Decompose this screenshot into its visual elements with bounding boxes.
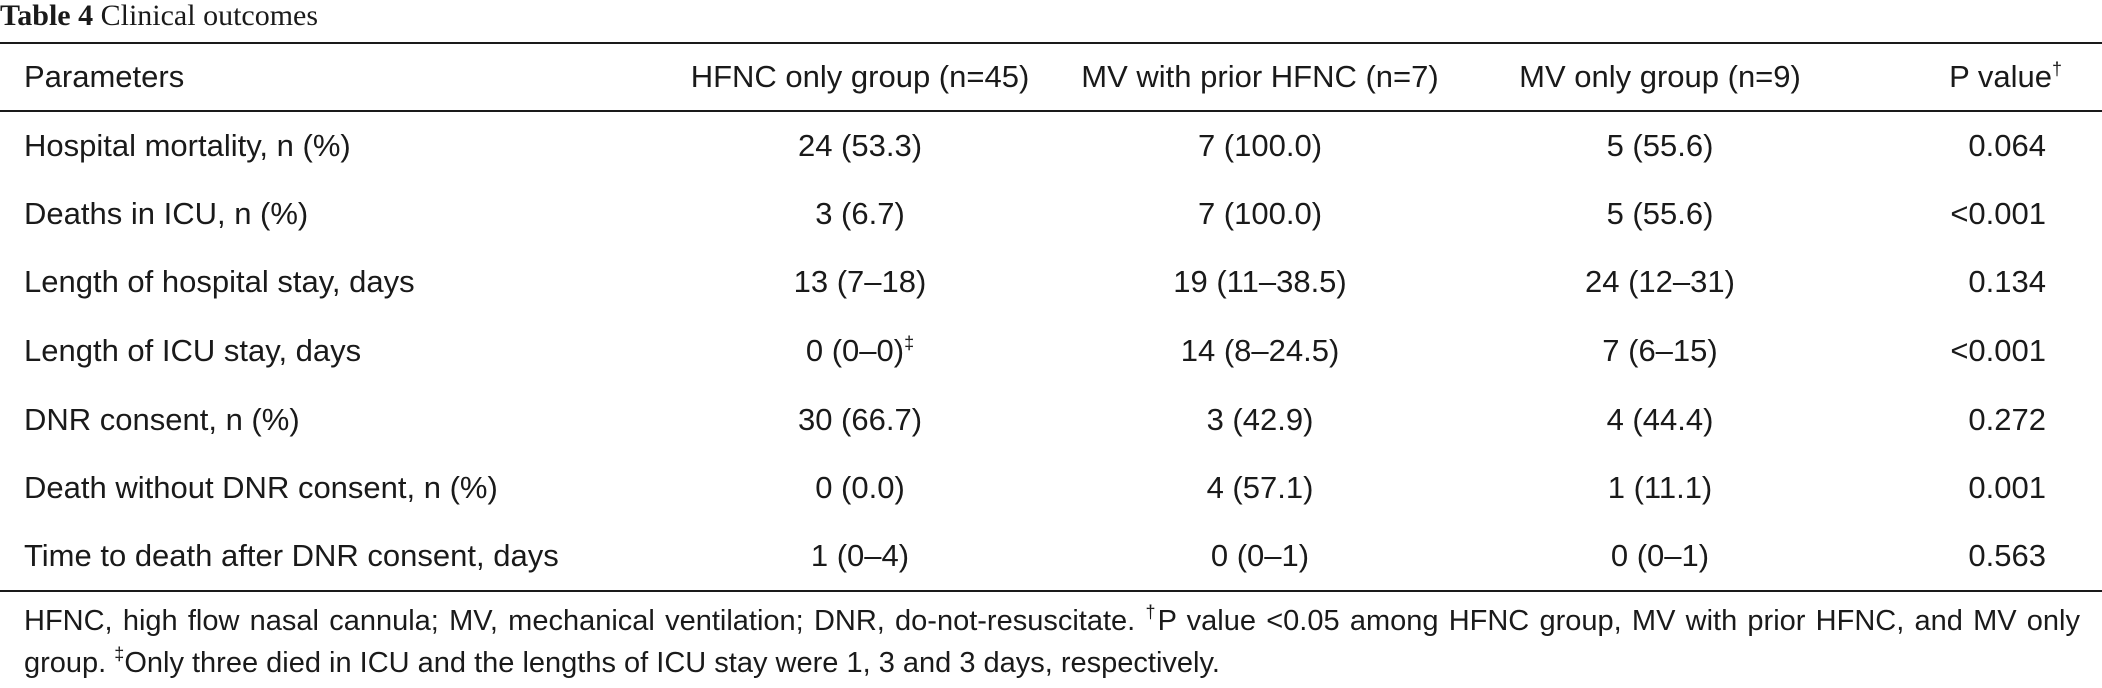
header-parameters: Parameters [0,42,660,112]
cell-hfnc-value: 13 (7–18) [793,264,927,300]
cell-mv-prior-hfnc: 19 (11–38.5) [1173,264,1347,300]
header-hfnc-only: HFNC only group (n=45) [660,42,1060,112]
table-row: Hospital mortality, n (%) 24 (53.3) 7 (1… [0,111,2102,180]
cell-p-value: 0.134 [1968,264,2046,300]
cell-hfnc-value: 0 (0.0) [815,470,905,506]
cell-parameter: Length of hospital stay, days [24,264,415,300]
header-p-value-mark: † [2051,59,2062,79]
cell-mv-only: 24 (12–31) [1585,264,1735,300]
table-caption-title: Clinical outcomes [100,0,319,32]
cell-parameter: Length of ICU stay, days [24,333,362,369]
cell-parameter: DNR consent, n (%) [24,401,300,437]
clinical-outcomes-table: Parameters HFNC only group (n=45) MV wit… [0,42,2102,593]
table-row: Death without DNR consent, n (%) 0 (0.0)… [0,454,2102,523]
footnote-abbreviations: HFNC, high flow nasal cannula; MV, mecha… [24,605,1136,637]
table-footnote: HFNC, high flow nasal cannula; MV, mecha… [24,600,2080,684]
cell-p-value: 0.272 [1968,401,2046,437]
table-caption: Table 4 Clinical outcomes [0,0,318,40]
cell-parameter: Time to death after DNR consent, days [0,522,660,593]
cell-parameter: Death without DNR consent, n (%) [24,470,498,506]
cell-p-value: 0.064 [1968,127,2046,163]
footnote-double-dagger-text: Only three died in ICU and the lengths o… [124,647,1220,679]
footnote-dagger-text: P value <0.05 among HFNC group, MV with … [24,605,2081,679]
table-row: DNR consent, n (%) 30 (66.7) 3 (42.9) 4 … [0,385,2102,454]
cell-hfnc-value: 3 (6.7) [815,195,905,231]
cell-hfnc-only: 13 (7–18) [660,248,1060,317]
header-mv-prior-hfnc: MV with prior HFNC (n=7) [1060,42,1460,112]
cell-hfnc-value: 24 (53.3) [797,127,923,163]
cell-parameter: Deaths in ICU, n (%) [24,195,309,231]
cell-hfnc-only: 30 (66.7) [660,385,1060,454]
table-row: Length of ICU stay, days 0 (0–0)‡ 14 (8–… [0,317,2102,386]
cell-hfnc-only: 1 (0–4) [660,522,1060,593]
cell-mv-prior-hfnc: 7 (100.0) [1197,127,1323,163]
cell-p-value: 0.563 [1860,522,2102,593]
cell-mv-prior-hfnc: 0 (0–1) [1060,522,1460,593]
cell-hfnc-footnote-mark: ‡ [904,333,915,354]
header-p-value: P value† [1860,42,2102,112]
cell-mv-only: 0 (0–1) [1460,522,1860,593]
cell-p-value: <0.001 [1950,333,2046,369]
table-row: Length of hospital stay, days 13 (7–18) … [0,248,2102,317]
footnote-dagger-mark: † [1145,602,1158,622]
cell-mv-only: 5 (55.6) [1606,195,1714,231]
cell-hfnc-value: 30 (66.7) [797,401,923,437]
table-caption-label: Table 4 [0,0,94,32]
table-row: Deaths in ICU, n (%) 3 (6.7) 7 (100.0) 5… [0,180,2102,249]
cell-mv-only: 4 (44.4) [1606,401,1714,437]
cell-mv-only: 5 (55.6) [1606,127,1714,163]
cell-hfnc-only: 3 (6.7) [660,180,1060,249]
cell-mv-only: 1 (11.1) [1607,470,1713,506]
header-mv-only: MV only group (n=9) [1460,42,1860,112]
table-header-row: Parameters HFNC only group (n=45) MV wit… [0,42,2102,112]
cell-mv-only: 7 (6–15) [1602,333,1718,369]
cell-hfnc-only: 0 (0–0)‡ [660,317,1060,386]
footnote-double-dagger-mark: ‡ [114,644,125,664]
table-row: Time to death after DNR consent, days 1 … [0,522,2102,593]
cell-parameter: Hospital mortality, n (%) [24,127,351,163]
header-p-value-label: P value [1949,59,2052,94]
cell-p-value: 0.001 [1968,470,2046,506]
cell-mv-prior-hfnc: 4 (57.1) [1206,470,1314,506]
cell-hfnc-value: 0 (0–0) [805,333,905,369]
cell-p-value: <0.001 [1950,195,2046,231]
cell-hfnc-value: 1 (0–4) [810,538,910,574]
cell-mv-prior-hfnc: 7 (100.0) [1197,195,1323,231]
cell-mv-prior-hfnc: 14 (8–24.5) [1180,333,1340,369]
cell-hfnc-only: 0 (0.0) [660,454,1060,523]
cell-mv-prior-hfnc: 3 (42.9) [1206,401,1314,437]
cell-hfnc-only: 24 (53.3) [660,111,1060,180]
